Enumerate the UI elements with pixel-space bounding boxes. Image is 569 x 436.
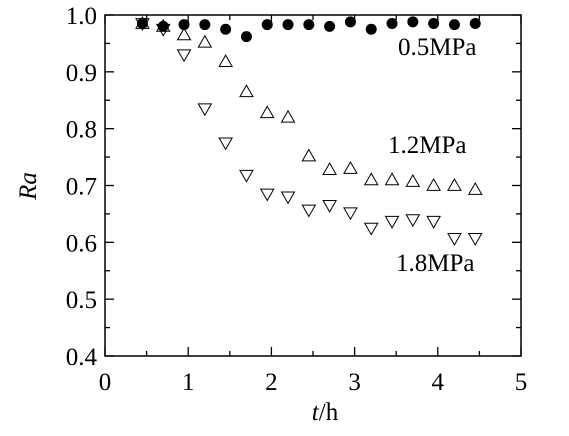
data-point xyxy=(448,19,460,31)
data-point xyxy=(386,18,398,30)
data-point xyxy=(282,19,294,31)
series-1-8mpa xyxy=(135,18,483,246)
series-1-2mpa xyxy=(135,16,483,195)
data-point xyxy=(259,188,275,202)
data-point xyxy=(197,34,213,48)
data-point xyxy=(343,207,358,221)
data-point xyxy=(178,19,190,31)
data-point xyxy=(343,160,358,174)
data-point xyxy=(363,172,379,186)
data-point xyxy=(240,31,252,43)
y-tick-label: 0.7 xyxy=(66,174,97,201)
data-point xyxy=(199,19,211,31)
data-point xyxy=(155,18,171,32)
data-point xyxy=(469,18,481,30)
data-point xyxy=(467,181,483,195)
data-point xyxy=(218,137,234,151)
data-point xyxy=(322,162,338,175)
data-point xyxy=(301,148,317,162)
data-point xyxy=(405,214,421,228)
y-axis: 0.4 0.5 0.6 0.7 0.8 0.9 1.0 xyxy=(66,3,521,371)
data-point xyxy=(220,23,232,35)
data-point xyxy=(135,16,150,29)
x-axis-label: t/h xyxy=(312,399,339,426)
series-label-1-2mpa: 1.2MPa xyxy=(388,132,466,159)
y-axis-label: Ra xyxy=(15,172,42,201)
data-point xyxy=(344,16,356,28)
data-point xyxy=(176,49,192,63)
y-tick-label: 0.9 xyxy=(66,60,97,87)
series-label-1-8mpa: 1.8MPa xyxy=(396,250,474,277)
data-point xyxy=(136,18,148,30)
data-point xyxy=(259,105,275,119)
data-point xyxy=(447,177,462,191)
data-point xyxy=(176,27,192,41)
data-point xyxy=(324,20,336,32)
data-point xyxy=(384,172,400,186)
data-point xyxy=(261,19,273,31)
series-label-0-5mpa: 0.5MPa xyxy=(398,34,476,61)
y-tick-label: 0.5 xyxy=(66,287,97,314)
x-tick-label: 2 xyxy=(265,369,278,396)
data-point xyxy=(447,232,462,246)
data-markers xyxy=(135,16,483,246)
data-point xyxy=(363,222,379,236)
y-tick-label: 0.4 xyxy=(66,344,98,371)
data-point xyxy=(135,18,150,32)
data-point xyxy=(384,215,400,229)
x-tick-label: 1 xyxy=(182,369,195,396)
data-point xyxy=(322,200,338,213)
x-tick-label: 3 xyxy=(348,369,361,396)
series-0-5mpa xyxy=(136,16,481,43)
data-point xyxy=(218,54,234,67)
data-point xyxy=(301,204,317,218)
data-point xyxy=(426,177,442,191)
data-point xyxy=(280,191,296,205)
data-point xyxy=(280,109,296,123)
data-point xyxy=(365,23,377,35)
data-point xyxy=(467,232,483,246)
data-point xyxy=(303,19,315,31)
x-tick-label: 5 xyxy=(515,369,528,396)
y-tick-label: 1.0 xyxy=(66,3,97,30)
y-tick-label: 0.8 xyxy=(66,117,97,144)
x-axis-label-var: t xyxy=(312,399,320,426)
data-point xyxy=(239,169,254,183)
data-point xyxy=(407,16,419,28)
data-point xyxy=(197,103,213,117)
data-point xyxy=(157,20,169,32)
x-tick-label: 4 xyxy=(432,369,445,396)
data-point xyxy=(426,215,442,229)
data-point xyxy=(405,174,421,187)
x-axis-label-unit: /h xyxy=(319,399,339,426)
data-point xyxy=(155,23,171,37)
y-tick-label: 0.6 xyxy=(66,230,97,257)
x-tick-label: 0 xyxy=(99,369,112,396)
data-point xyxy=(428,18,440,30)
data-point xyxy=(239,84,254,98)
